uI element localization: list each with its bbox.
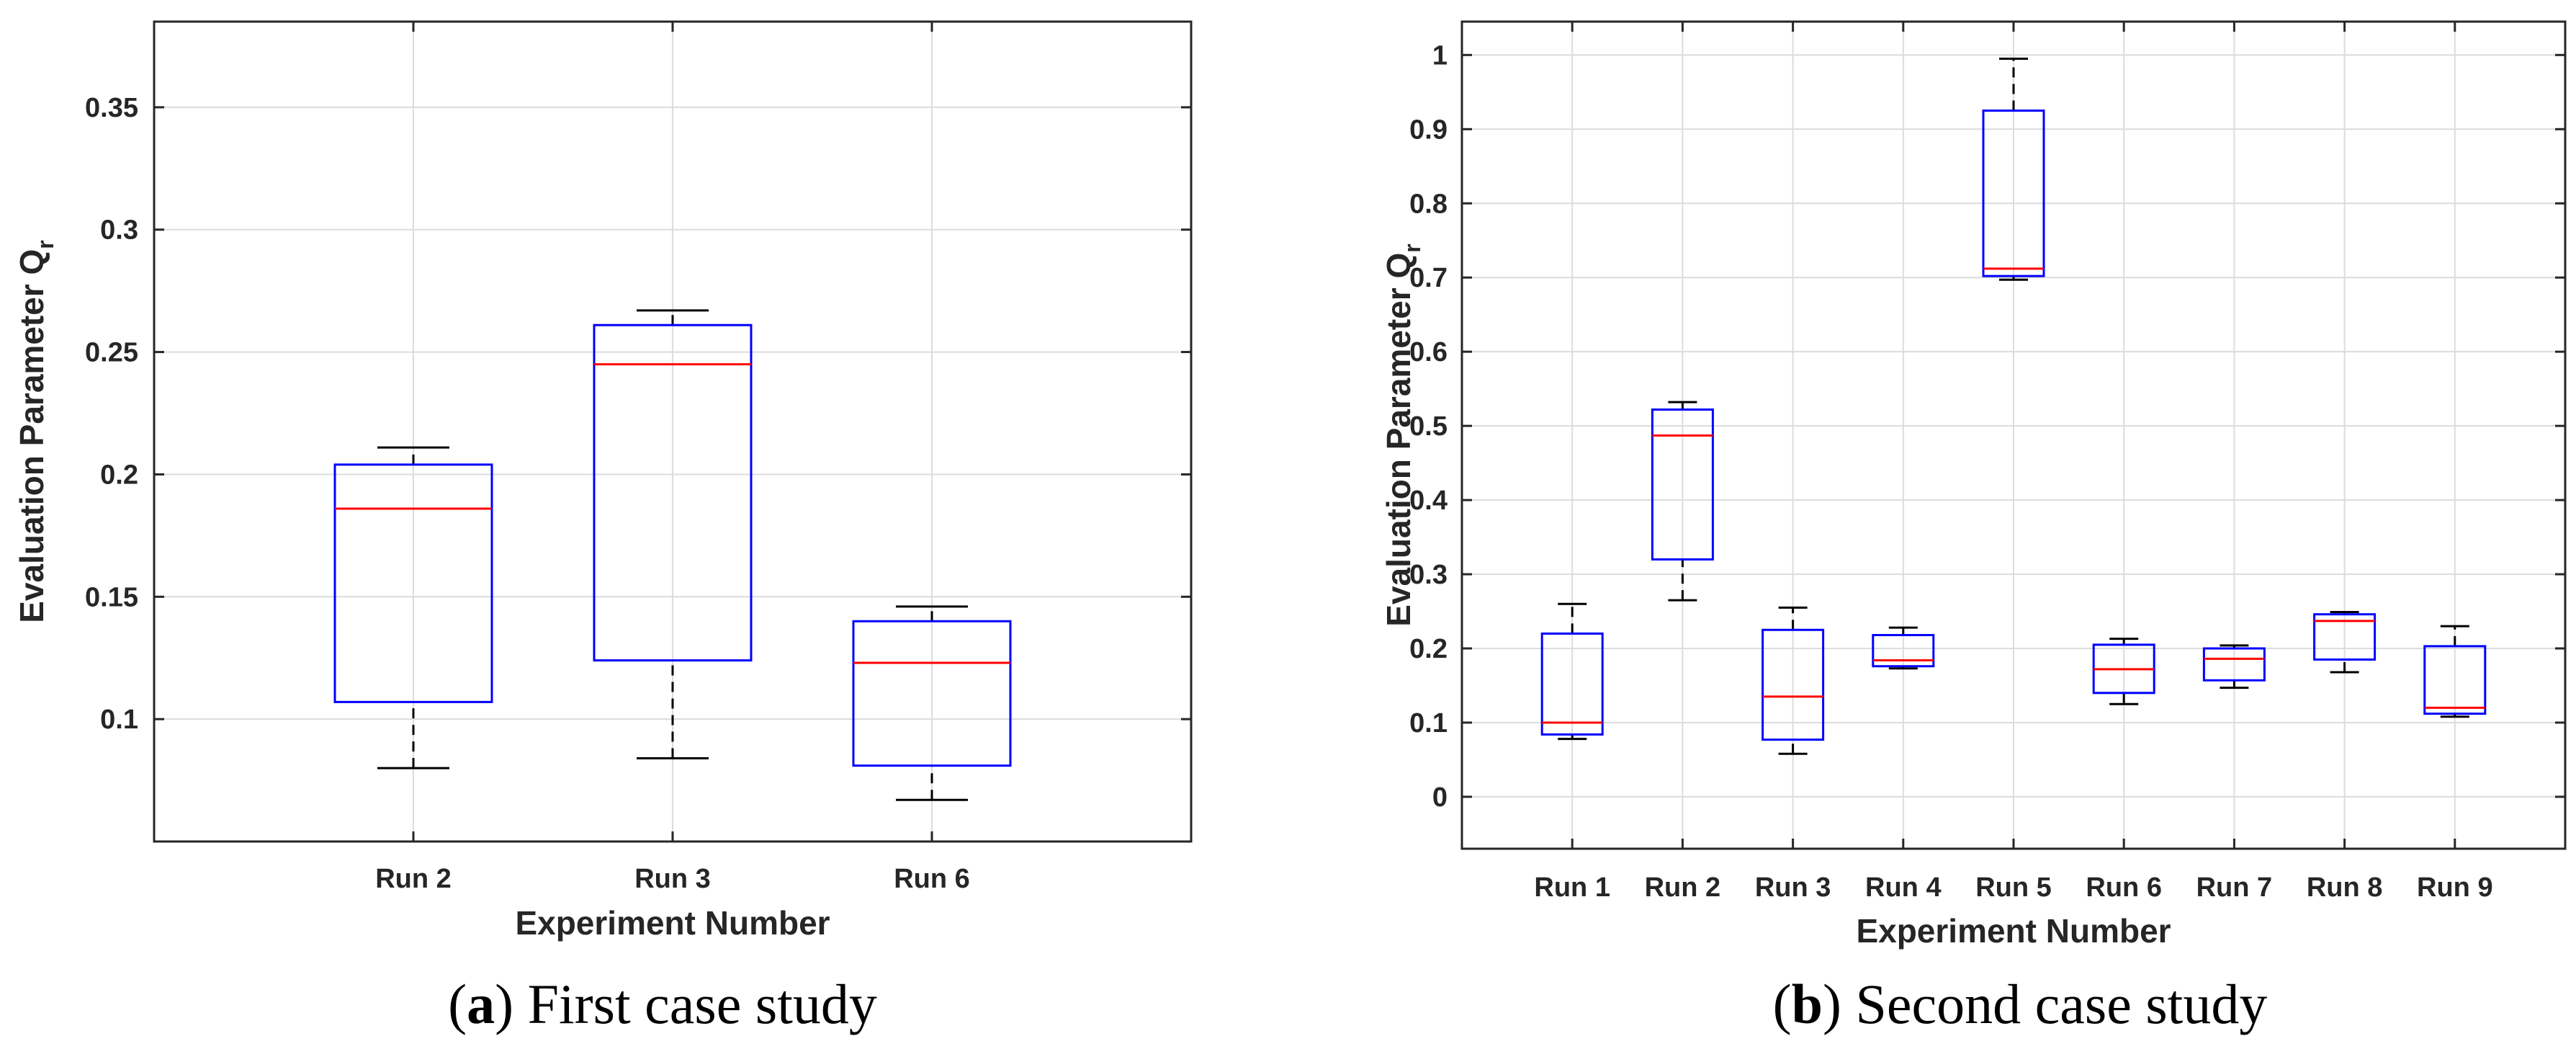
y-axis-title-subscript: r: [1399, 244, 1425, 252]
x-tick-label: Run 7: [2196, 872, 2273, 903]
x-tick-label: Run 6: [2086, 872, 2162, 903]
box-run-2: [1651, 401, 1714, 602]
box-run-3: [1762, 606, 1825, 755]
y-tick-label: 0.1: [1409, 708, 1448, 738]
chart-first-case-study: 0.1 0.15 0.2 0.25 0.3 0.35 Run 2 Run 3 Run 6 Expe…: [13, 20, 1193, 1035]
iqr-box: [2423, 645, 2487, 715]
x-tick-label: Run 5: [1975, 872, 2052, 903]
caption-letter: a: [467, 973, 495, 1035]
y-tick-label: 0.35: [85, 93, 138, 123]
y-tick-label: 0.15: [85, 582, 138, 612]
y-tick-label: 0.8: [1409, 189, 1448, 219]
x-axis-title: Experiment Number: [515, 904, 830, 942]
iqr-box: [1762, 628, 1825, 741]
y-tick-label: 0.3: [100, 215, 138, 246]
y-tick-label: 0.9: [1409, 115, 1448, 145]
x-tick-label: Run 4: [1865, 872, 1942, 903]
y-axis-title-main: Evaluation Parameter Q: [13, 249, 50, 623]
panel-caption: (b) Second case study: [1773, 973, 2268, 1035]
box-run-7: [2202, 644, 2266, 689]
y-tick-label: 0.2: [1409, 634, 1448, 664]
iqr-box: [1982, 110, 2045, 277]
iqr-box: [2313, 613, 2377, 661]
box-run-6: [2092, 638, 2155, 705]
iqr-box: [852, 620, 1012, 767]
chart-second-case-study: 0 0.1 0.2 0.3 0.4 0.5 0.6 0.7 0.8 0.9 1 Run 1 Run 2 R…: [1380, 20, 2567, 1035]
y-axis-title-main: Evaluation Parameter Q: [1380, 253, 1417, 627]
box-run-1: [1540, 602, 1604, 741]
panel-caption: (a) First case study: [448, 973, 877, 1035]
x-tick-label: Run 8: [2307, 872, 2383, 903]
box-run-9: [2423, 625, 2487, 718]
y-tick-label: 0.3: [1409, 560, 1448, 590]
y-tick-label: 1: [1432, 40, 1448, 71]
iqr-box: [1872, 633, 1935, 668]
y-axis-title-subscript: r: [32, 240, 58, 249]
box-run-5: [1982, 57, 2045, 281]
y-tick-label: 0.25: [85, 338, 138, 368]
iqr-box: [2202, 647, 2266, 682]
iqr-box: [333, 463, 493, 703]
x-tick-label: Run 3: [1755, 872, 1831, 903]
x-tick-label: Run 3: [634, 864, 711, 894]
x-tick-label: Run 2: [1645, 872, 1721, 903]
caption-letter: b: [1792, 973, 1823, 1035]
x-axis-title: Experiment Number: [1856, 912, 2171, 950]
box-run-4: [1872, 626, 1935, 670]
y-tick-label: 0.4: [1409, 486, 1448, 516]
y-tick-label: 0.2: [100, 460, 138, 490]
y-tick-label: 0.1: [100, 705, 138, 735]
caption-part: (: [1773, 973, 1792, 1035]
box-run-6: [852, 605, 1012, 801]
caption-part: ) First case study: [495, 973, 877, 1035]
y-tick-label: 0.7: [1409, 263, 1448, 293]
iqr-box: [1540, 632, 1604, 736]
iqr-box: [593, 323, 753, 662]
y-axis-title: Evaluation Parameter Qr: [1380, 244, 1425, 626]
caption-part: ) Second case study: [1823, 973, 2267, 1035]
y-axis-title: Evaluation Parameter Qr: [13, 240, 58, 622]
y-tick-label: 0.5: [1409, 411, 1448, 442]
y-tick-label: 0: [1432, 782, 1448, 813]
y-tick-label: 0.6: [1409, 337, 1448, 367]
x-tick-label: Run 1: [1534, 872, 1610, 903]
caption-part: (: [448, 973, 467, 1035]
iqr-box: [1651, 408, 1714, 561]
x-tick-label: Run 2: [375, 864, 452, 894]
x-tick-label: Run 9: [2417, 872, 2493, 903]
box-run-8: [2313, 611, 2377, 674]
x-tick-label: Run 6: [894, 864, 970, 894]
box-run-3: [593, 309, 753, 760]
box-run-2: [333, 446, 493, 769]
